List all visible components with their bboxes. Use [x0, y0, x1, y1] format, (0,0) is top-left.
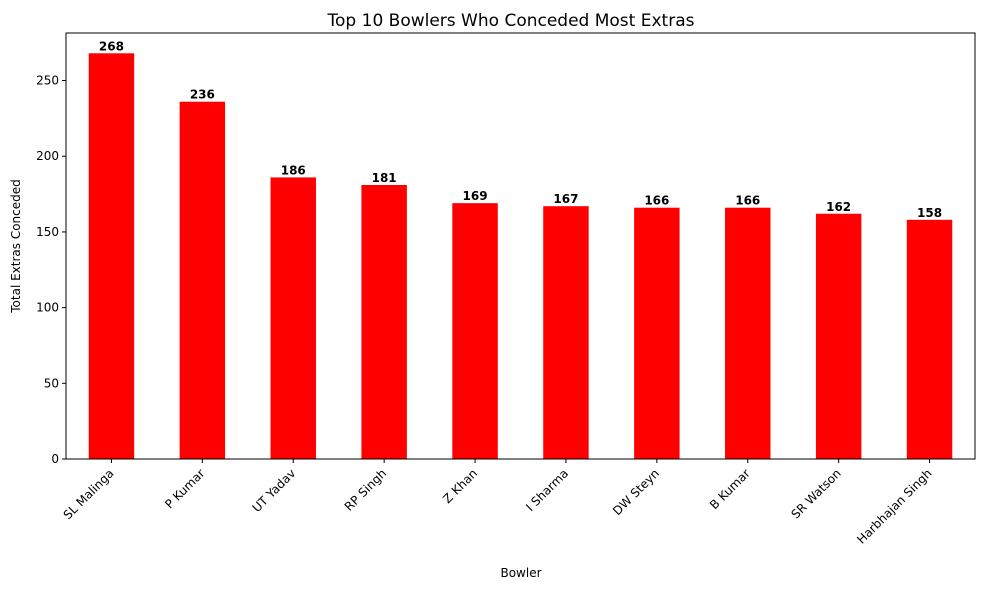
data-label: 167: [553, 192, 578, 206]
y-tick-label: 150: [36, 225, 59, 239]
x-tick-label: P Kumar: [162, 466, 207, 511]
y-tick-label: 250: [36, 74, 59, 88]
bar: [179, 101, 226, 459]
data-label: 166: [644, 194, 669, 208]
data-label: 166: [735, 194, 760, 208]
bar: [361, 184, 407, 460]
x-tick-label: RP Singh: [342, 466, 389, 513]
data-label: 236: [190, 88, 215, 102]
bar: [270, 177, 316, 459]
x-tick-label: I Sharma: [523, 466, 571, 514]
x-tick-label: B Kumar: [707, 466, 753, 512]
data-labels-group: 268 236 186 181 169 167 166 166 162 158: [99, 39, 942, 220]
bar: [815, 213, 862, 459]
y-tick-label: 50: [44, 376, 59, 390]
data-label: 158: [917, 206, 942, 220]
bar: [543, 206, 589, 459]
y-axis-ticks: 0 50 100 150 200 250: [36, 74, 66, 466]
bar: [452, 203, 498, 459]
x-axis-ticks: SL Malinga P Kumar UT Yadav RP Singh Z Khan I…: [61, 459, 935, 547]
bar: [725, 207, 771, 459]
data-label: 186: [281, 163, 306, 177]
bars-group: [88, 53, 953, 460]
data-label: 181: [372, 171, 397, 185]
x-tick-label: SL Malinga: [61, 466, 117, 522]
x-tick-label: UT Yadav: [250, 466, 299, 515]
y-tick-label: 100: [36, 301, 59, 315]
y-tick-label: 0: [51, 452, 59, 466]
x-tick-label: DW Steyn: [610, 466, 662, 518]
y-axis-label: Total Extras Conceded: [9, 179, 23, 314]
bar: [634, 207, 680, 459]
chart-title: Top 10 Bowlers Who Conceded Most Extras: [327, 11, 695, 31]
plot-frame: [65, 32, 976, 460]
data-label: 169: [463, 189, 488, 203]
bar: [906, 219, 953, 459]
x-tick-label: SR Watson: [789, 466, 844, 521]
y-tick-label: 200: [36, 149, 59, 163]
data-label: 268: [99, 39, 124, 53]
x-tick-label: Harbhajan Singh: [854, 466, 934, 546]
x-tick-label: Z Khan: [440, 466, 480, 506]
data-label: 162: [826, 200, 851, 214]
x-axis-label: Bowler: [500, 566, 541, 580]
bar: [88, 53, 135, 460]
